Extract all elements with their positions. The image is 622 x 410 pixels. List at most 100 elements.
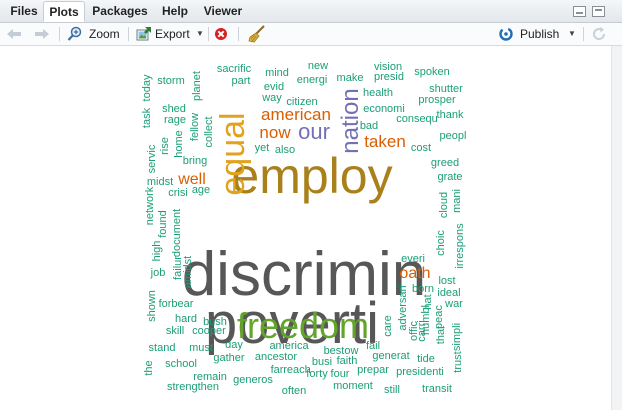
- tab-help[interactable]: Help: [161, 4, 188, 18]
- word-cloud-word: offic: [408, 321, 420, 341]
- toolbar-separator: [238, 27, 239, 41]
- export-button[interactable]: Export ▼: [136, 23, 204, 45]
- refresh-button[interactable]: [591, 23, 607, 45]
- word-cloud-word: health: [363, 87, 393, 99]
- word-cloud-word: moment: [333, 380, 373, 392]
- word-cloud-word: transit: [422, 383, 452, 395]
- word-cloud-word: strengthen: [167, 381, 219, 393]
- word-cloud-word: high: [151, 241, 163, 262]
- clear-plots-button[interactable]: [248, 23, 266, 45]
- word-cloud-word: still: [384, 384, 400, 396]
- word-cloud-word: found: [157, 210, 169, 238]
- word-cloud-word: part: [232, 75, 251, 87]
- word-cloud-word: day: [225, 339, 243, 351]
- magnifier-plus-icon: [67, 26, 82, 41]
- word-cloud-word: planet: [191, 71, 203, 101]
- word-cloud-word: nation: [337, 88, 364, 153]
- word-cloud-word: often: [282, 385, 306, 397]
- word-cloud-word: far: [271, 364, 284, 376]
- word-cloud-word: storm: [157, 75, 185, 87]
- word-cloud-word: simpli: [451, 323, 463, 351]
- word-cloud-word: job: [150, 267, 166, 279]
- word-cloud-word: prosper: [418, 94, 456, 106]
- chevron-down-icon: ▼: [568, 29, 576, 38]
- word-cloud-word: generos: [233, 374, 273, 386]
- word-cloud-word: grate: [437, 171, 462, 183]
- word-cloud-word: skill: [166, 325, 184, 337]
- word-cloud-word: american: [261, 105, 331, 124]
- word-cloud-word: must: [189, 342, 213, 354]
- word-cloud-word: mind: [265, 67, 289, 79]
- word-cloud-word: shed: [162, 103, 186, 115]
- word-cloud-word: bush: [203, 316, 227, 328]
- broom-icon: [248, 25, 265, 43]
- refresh-icon: [593, 27, 606, 40]
- toolbar-separator: [208, 27, 209, 41]
- word-cloud-word: rise: [159, 137, 171, 155]
- export-image-icon: [136, 27, 151, 41]
- word-cloud-word: home: [173, 130, 185, 158]
- word-cloud-word: way: [261, 92, 282, 104]
- tab-plots[interactable]: Plots: [43, 1, 85, 22]
- word-cloud-word: document: [171, 209, 183, 257]
- word-cloud-word: war: [444, 298, 463, 310]
- word-cloud-word: lost: [438, 275, 455, 287]
- export-label: Export: [155, 27, 190, 41]
- word-cloud-word: shown: [146, 290, 158, 322]
- word-cloud-word: taken: [364, 132, 406, 151]
- word-cloud-word: peac: [433, 305, 445, 329]
- maximize-pane-icon[interactable]: [592, 6, 605, 17]
- word-cloud-word: midst: [147, 176, 173, 188]
- word-cloud-word: forty: [306, 368, 328, 380]
- word-cloud-word: spoken: [414, 66, 449, 78]
- word-cloud-word: freedom: [237, 305, 369, 346]
- word-cloud-word: new: [308, 60, 328, 72]
- word-cloud-word: bad: [360, 120, 378, 132]
- zoom-button[interactable]: Zoom: [67, 23, 123, 45]
- minimize-pane-icon[interactable]: [573, 6, 586, 17]
- word-cloud-word: ideal: [437, 287, 460, 299]
- word-cloud-word: crisi: [168, 187, 188, 199]
- word-cloud-word: everi: [401, 253, 425, 265]
- word-cloud-word: network: [144, 186, 156, 225]
- word-cloud-word: consequ: [396, 113, 438, 125]
- word-cloud-word: generat: [372, 350, 409, 362]
- word-cloud-word: gather: [213, 352, 245, 364]
- word-cloud-word: born: [412, 283, 434, 295]
- word-cloud-word: economi: [363, 103, 405, 115]
- word-cloud-word: cost: [411, 142, 431, 154]
- word-cloud-word: choic: [435, 230, 447, 256]
- word-cloud-word: evid: [264, 81, 284, 93]
- word-cloud-word: collect: [203, 116, 215, 147]
- tab-files[interactable]: Files: [10, 4, 38, 18]
- arrow-left-icon[interactable]: [6, 28, 22, 40]
- word-cloud-word: trust: [452, 351, 464, 372]
- word-cloud-word: presid: [374, 71, 404, 83]
- word-cloud-word: make: [337, 72, 364, 84]
- publish-icon: [499, 27, 513, 41]
- word-cloud-word: thank: [437, 109, 464, 121]
- word-cloud-word: rage: [164, 114, 186, 126]
- word-cloud-word: america: [269, 340, 309, 352]
- publish-button[interactable]: Publish ▼: [498, 23, 578, 45]
- word-cloud-word: busi: [312, 356, 332, 368]
- word-cloud-word: cooper: [192, 325, 226, 337]
- word-cloud-word: well: [177, 171, 206, 188]
- pane-tab-bar: Files Plots Packages Help Viewer: [0, 0, 622, 23]
- word-cloud-word: now: [259, 123, 291, 142]
- word-cloud-word: four: [331, 368, 350, 380]
- tab-packages[interactable]: Packages: [92, 4, 148, 18]
- word-cloud-word: tide: [417, 353, 435, 365]
- remove-plot-button[interactable]: [214, 23, 230, 45]
- tab-viewer[interactable]: Viewer: [203, 4, 243, 18]
- plot-viewer: discrimin poverti employ freedom equal nation…: [0, 46, 622, 410]
- word-cloud-word: bestow: [324, 345, 359, 357]
- word-cloud-word: employ: [231, 148, 392, 204]
- word-cloud-word: the: [143, 360, 155, 375]
- word-cloud-word: amidst: [182, 256, 194, 288]
- word-cloud-word: oath: [399, 265, 430, 282]
- word-cloud-word: faith: [337, 355, 358, 367]
- arrow-right-icon[interactable]: [34, 28, 50, 40]
- publish-label: Publish: [520, 27, 560, 41]
